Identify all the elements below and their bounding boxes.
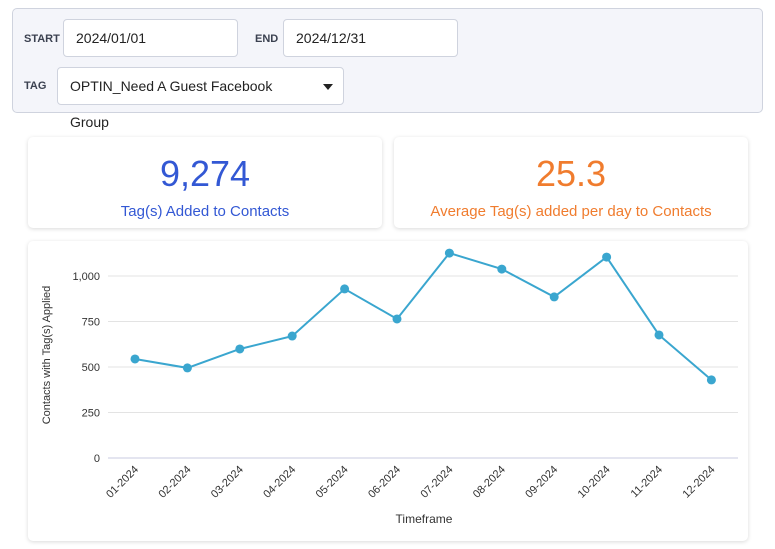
data-point[interactable] bbox=[130, 354, 140, 364]
average-tags-card: 25.3 Average Tag(s) added per day to Con… bbox=[394, 137, 748, 228]
filter-panel: START 2024/01/01 END 2024/12/31 TAG OPTI… bbox=[12, 8, 763, 130]
series-line bbox=[134, 251, 713, 381]
x-tick-label: 07-2024 bbox=[418, 464, 455, 501]
y-tick-label: 750 bbox=[82, 317, 100, 329]
y-tick-label: 500 bbox=[82, 362, 100, 374]
data-point[interactable] bbox=[497, 264, 507, 274]
x-tick-label: 02-2024 bbox=[156, 464, 193, 501]
y-tick-label: 1,000 bbox=[72, 271, 100, 283]
data-point[interactable] bbox=[444, 248, 454, 258]
tag-select[interactable]: OPTIN_Need A Guest Facebook Group bbox=[57, 67, 344, 130]
average-tags-value: 25.3 bbox=[535, 153, 607, 194]
data-point[interactable] bbox=[654, 330, 664, 340]
x-tick-label: 10-2024 bbox=[576, 464, 613, 501]
x-axis-label: Timeframe bbox=[396, 512, 453, 526]
data-point[interactable] bbox=[549, 292, 559, 302]
total-tags-value: 9,274 bbox=[159, 153, 251, 194]
x-tick-label: 08-2024 bbox=[471, 464, 508, 501]
data-point[interactable] bbox=[340, 284, 350, 294]
end-date-input[interactable]: 2024/12/31 bbox=[283, 19, 458, 57]
start-label: START bbox=[24, 33, 60, 45]
average-tags-label: Average Tag(s) added per day to Contacts bbox=[430, 203, 712, 220]
total-tags-card: 9,274 Tag(s) Added to Contacts bbox=[28, 137, 382, 228]
data-point[interactable] bbox=[235, 344, 245, 354]
y-tick-label: 250 bbox=[82, 408, 100, 420]
y-tick-label: 0 bbox=[94, 453, 100, 465]
x-tick-label: 01-2024 bbox=[104, 464, 141, 501]
data-point[interactable] bbox=[182, 363, 192, 373]
x-tick-label: 11-2024 bbox=[629, 464, 665, 500]
line-chart: 0 250 500 750 1,000 01-2024 02-2024 03-2024 04-2… bbox=[41, 248, 738, 526]
data-point[interactable] bbox=[392, 314, 402, 324]
data-point[interactable] bbox=[287, 331, 297, 341]
data-point[interactable] bbox=[602, 252, 612, 262]
chevron-down-icon bbox=[323, 84, 333, 90]
end-label: END bbox=[255, 33, 279, 45]
x-tick-label: 12-2024 bbox=[680, 464, 717, 501]
tag-select-value: OPTIN_Need A Guest Facebook Group bbox=[70, 78, 273, 130]
x-tick-label: 03-2024 bbox=[209, 464, 246, 501]
chart-card: 0 250 500 750 1,000 01-2024 02-2024 03-2024 04-2… bbox=[28, 241, 748, 541]
data-point[interactable] bbox=[706, 375, 716, 385]
total-tags-label: Tag(s) Added to Contacts bbox=[120, 203, 290, 220]
start-date-input[interactable]: 2024/01/01 bbox=[63, 19, 238, 57]
x-tick-label: 04-2024 bbox=[261, 464, 298, 501]
tag-label: TAG bbox=[24, 80, 47, 92]
x-tick-label: 09-2024 bbox=[523, 464, 560, 501]
x-tick-label: 05-2024 bbox=[314, 464, 351, 501]
y-axis-label: Contacts with Tag(s) Applied bbox=[41, 286, 53, 425]
x-tick-label: 06-2024 bbox=[366, 464, 403, 501]
